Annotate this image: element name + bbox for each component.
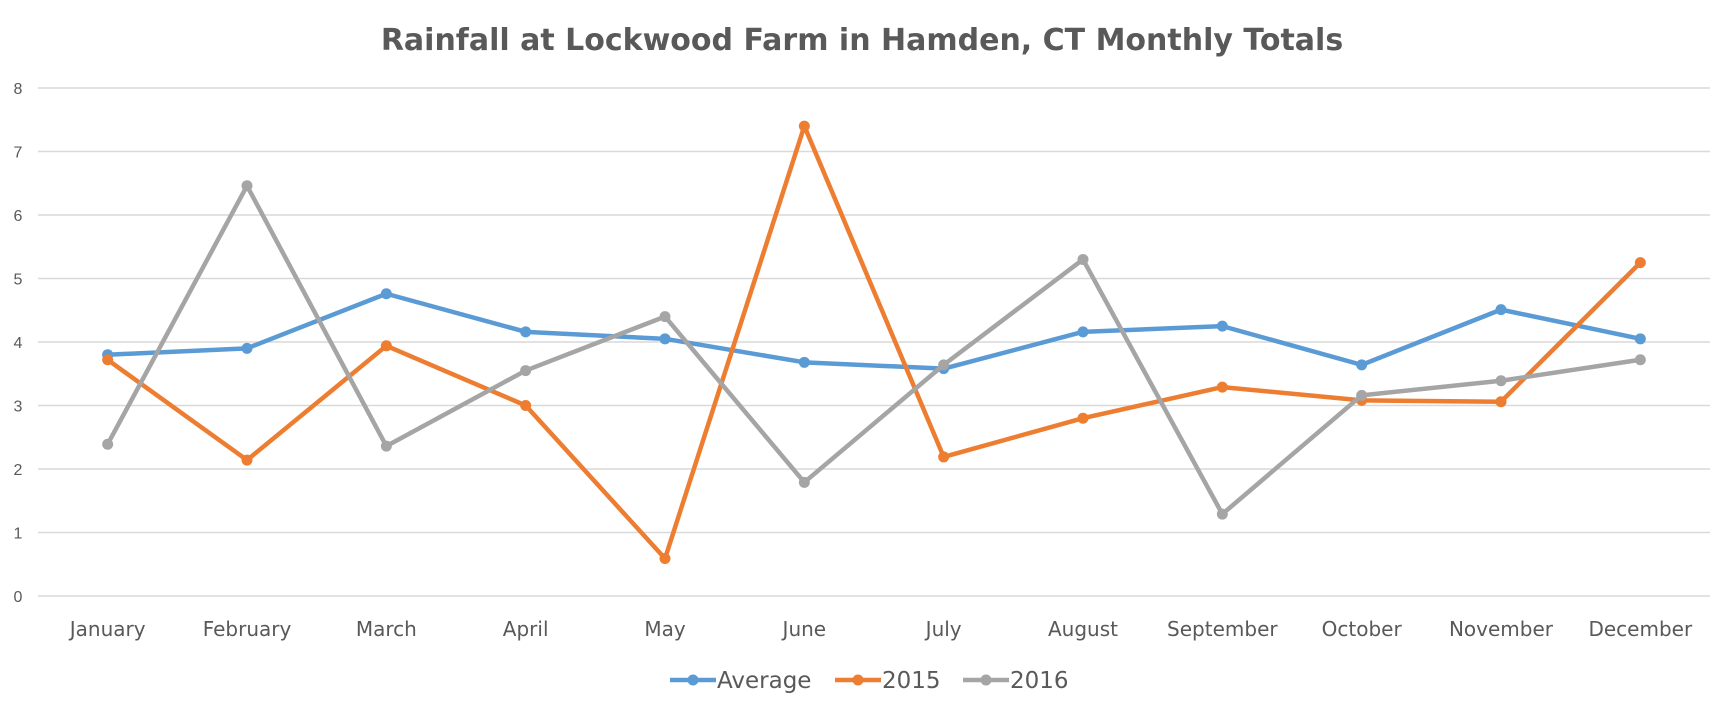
y-tick-label: 2: [14, 462, 23, 479]
data-point: [520, 400, 532, 411]
data-point: [102, 354, 114, 366]
data-point: [102, 438, 114, 450]
data-point: [1634, 257, 1646, 269]
legend-label: 2015: [882, 668, 941, 694]
x-tick-label: January: [68, 617, 146, 641]
data-point: [659, 333, 671, 345]
data-point: [1356, 389, 1368, 401]
data-point: [659, 311, 671, 323]
y-tick-label: 1: [14, 526, 23, 543]
data-point: [798, 356, 810, 368]
data-point: [380, 288, 392, 300]
y-tick-label: 6: [14, 208, 23, 225]
y-axis-ticks: 0 1 2 3 4 5 6 7 8: [14, 81, 23, 606]
x-tick-label: March: [356, 617, 417, 641]
data-point: [1495, 304, 1507, 316]
data-point: [1495, 396, 1507, 408]
data-point: [798, 476, 810, 488]
legend-label: Average: [717, 668, 811, 694]
data-point: [241, 454, 253, 466]
series-2016: [102, 180, 1646, 520]
series-average: [102, 288, 1646, 375]
data-point: [380, 340, 392, 352]
data-point: [1495, 375, 1507, 387]
series-lines: [102, 120, 1646, 565]
legend-swatch-marker: [687, 674, 699, 686]
data-point: [659, 553, 671, 565]
y-tick-label: 4: [14, 335, 23, 352]
data-point: [938, 359, 950, 371]
series-line: [105, 291, 1643, 371]
data-point: [241, 342, 253, 354]
gridlines: [38, 87, 1710, 597]
legend-swatch-marker: [852, 674, 864, 686]
x-tick-label: December: [1588, 617, 1692, 641]
x-tick-label: October: [1322, 617, 1403, 641]
data-point: [380, 440, 392, 452]
data-point: [520, 326, 532, 338]
y-tick-label: 7: [14, 145, 23, 162]
legend-label: 2016: [1010, 668, 1069, 694]
x-tick-label: May: [644, 617, 686, 641]
data-point: [1634, 333, 1646, 345]
data-point: [1216, 320, 1228, 332]
legend-swatch-marker: [980, 674, 992, 686]
legend-item-average: Average: [670, 668, 811, 694]
data-point: [241, 180, 253, 192]
series-line: [105, 123, 1643, 561]
data-point: [1077, 326, 1089, 338]
y-tick-label: 5: [14, 272, 23, 289]
x-tick-label: September: [1167, 617, 1278, 641]
x-tick-label: November: [1449, 617, 1554, 641]
y-tick-label: 8: [14, 81, 23, 98]
data-point: [798, 120, 810, 132]
y-tick-label: 3: [14, 399, 23, 416]
data-point: [1077, 412, 1089, 424]
legend: Average 2015 2016: [670, 668, 1069, 694]
data-point: [1216, 508, 1228, 520]
y-tick-label: 0: [14, 589, 23, 606]
x-tick-label: August: [1048, 617, 1118, 641]
chart-title: Rainfall at Lockwood Farm in Hamden, CT …: [381, 23, 1343, 58]
x-tick-label: April: [503, 617, 549, 641]
legend-item-2015: 2015: [835, 668, 941, 694]
data-point: [938, 451, 950, 463]
x-tick-label: July: [924, 617, 962, 641]
legend-item-2016: 2016: [963, 668, 1069, 694]
data-point: [520, 365, 532, 377]
x-tick-label: February: [203, 617, 292, 641]
x-axis-ticks: January February March April May June July Augu…: [68, 617, 1693, 641]
series-line: [105, 183, 1643, 517]
data-point: [1634, 354, 1646, 366]
data-point: [1077, 253, 1089, 265]
x-tick-label: June: [781, 617, 827, 641]
data-point: [1216, 381, 1228, 393]
data-point: [1356, 359, 1368, 371]
